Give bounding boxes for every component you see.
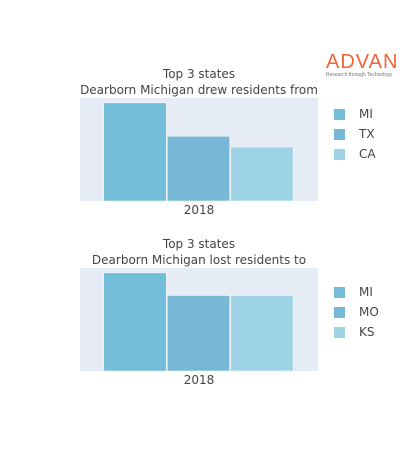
bar-ca[interactable]	[230, 146, 294, 202]
bar-tx[interactable]	[167, 136, 230, 202]
chart-lost-residents: Top 3 states Dearborn Michigan lost resi…	[0, 232, 400, 402]
bar-mo[interactable]	[167, 295, 230, 372]
bar-ks[interactable]	[230, 295, 294, 372]
legend-item-2[interactable]: CA	[334, 144, 376, 164]
legend-label: CA	[359, 147, 376, 161]
legend-item-0[interactable]: MI	[334, 282, 379, 302]
legend-label: TX	[359, 127, 375, 141]
advan-logo: ADVAN Research through Technology	[326, 51, 399, 78]
x-tick-label: 2018	[183, 373, 215, 387]
legend-swatch	[334, 128, 345, 140]
chart-subtitle: Dearborn Michigan drew residents from	[80, 83, 318, 97]
legend-label: MI	[359, 285, 373, 299]
chart-title: Top 3 states	[162, 67, 236, 81]
legend-item-1[interactable]: MO	[334, 302, 379, 322]
legend-label: MI	[359, 107, 373, 121]
chart-legend: MI MO KS	[334, 282, 379, 342]
chart-title: Top 3 states	[162, 237, 236, 251]
x-tick-label: 2018	[183, 203, 215, 217]
legend-swatch	[334, 306, 345, 318]
chart-legend: MI TX CA	[334, 104, 376, 164]
legend-swatch	[334, 326, 345, 338]
legend-item-1[interactable]: TX	[334, 124, 376, 144]
legend-item-0[interactable]: MI	[334, 104, 376, 124]
legend-item-2[interactable]: KS	[334, 322, 379, 342]
bar-mi[interactable]	[103, 272, 167, 372]
legend-label: MO	[359, 305, 379, 319]
chart-subtitle: Dearborn Michigan lost residents to	[91, 253, 307, 267]
logo-tagline: Research through Technology	[326, 72, 393, 78]
chart-svg	[80, 268, 318, 372]
legend-swatch	[334, 286, 345, 298]
logo-name: ADVAN	[326, 51, 399, 73]
bar-mi[interactable]	[103, 102, 167, 202]
legend-swatch	[334, 108, 345, 120]
chart-drew-residents: Top 3 states Dearborn Michigan drew resi…	[0, 62, 400, 232]
legend-label: KS	[359, 325, 375, 339]
legend-swatch	[334, 148, 345, 160]
chart-svg	[80, 98, 318, 202]
